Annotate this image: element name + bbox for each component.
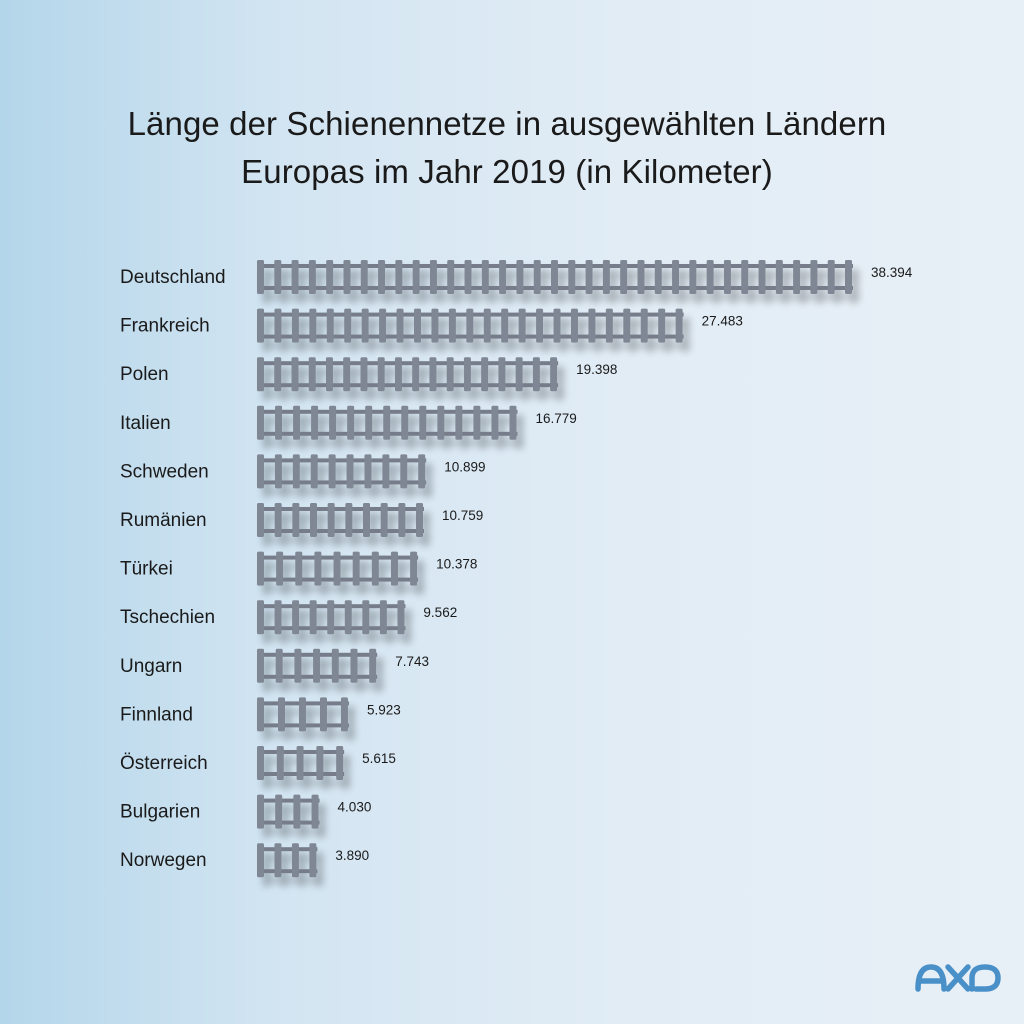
title-line-2: Europas im Jahr 2019 (in Kilometer) (241, 153, 773, 190)
bar-italien (257, 405, 518, 440)
category-label: Türkei (120, 559, 173, 580)
category-label: Bulgarien (120, 802, 200, 823)
bar-finnland (257, 697, 349, 732)
bar-rumänien (257, 503, 425, 537)
chart-title: Länge der Schienennetze in ausgewählten … (0, 100, 1014, 196)
bar-ungarn (257, 648, 378, 683)
bar-bulgarien (257, 794, 320, 829)
value-label: 7.743 (395, 654, 429, 669)
title-line-1: Länge der Schienennetze in ausgewählten … (127, 105, 887, 142)
category-label: Rumänien (120, 510, 207, 531)
bar-norwegen (257, 843, 318, 878)
bar-frankreich (257, 308, 684, 343)
bar-tschechien (257, 600, 406, 635)
value-label: 4.030 (338, 800, 372, 815)
bar-türkei (257, 551, 419, 586)
category-label: Ungarn (120, 656, 182, 677)
bar-österreich (257, 746, 345, 780)
bar-polen (257, 357, 559, 392)
value-label: 3.890 (335, 848, 369, 863)
category-label: Deutschland (120, 267, 226, 288)
category-label: Tschechien (120, 607, 215, 628)
value-label: 10.759 (442, 508, 483, 523)
value-label: 5.923 (367, 702, 401, 717)
value-label: 9.562 (423, 605, 457, 620)
category-label: Norwegen (120, 850, 207, 871)
category-label: Polen (120, 364, 169, 385)
axo-logo-icon (915, 964, 1001, 992)
category-label: Österreich (120, 753, 208, 774)
bar-deutschland (257, 260, 853, 294)
value-label: 27.483 (702, 314, 743, 329)
value-label: 16.779 (535, 411, 576, 426)
value-label: 10.378 (436, 557, 477, 572)
category-label: Schweden (120, 461, 209, 482)
bar-schweden (257, 454, 427, 489)
value-label: 10.899 (444, 459, 485, 474)
category-label: Italien (120, 413, 171, 434)
value-label: 19.398 (576, 362, 617, 377)
value-label: 38.394 (871, 265, 913, 280)
category-label: Frankreich (120, 316, 210, 337)
category-label: Finnland (120, 704, 193, 725)
value-label: 5.615 (362, 751, 396, 766)
